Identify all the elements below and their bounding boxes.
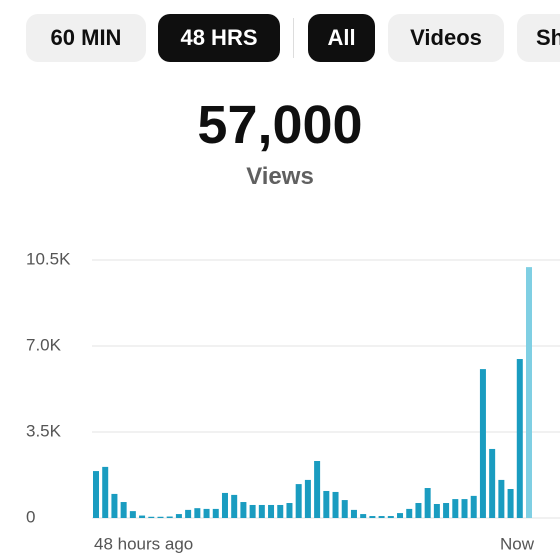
bar <box>258 504 265 518</box>
filter-tab[interactable]: 60 MIN <box>26 14 146 62</box>
bar <box>249 504 256 518</box>
bar <box>369 516 376 518</box>
bar <box>387 516 394 518</box>
bar <box>479 369 486 518</box>
bar <box>286 503 293 518</box>
bar <box>470 495 477 518</box>
bar <box>203 508 210 518</box>
bar <box>304 479 311 518</box>
bar <box>139 515 146 518</box>
bar <box>185 509 192 518</box>
divider <box>293 18 294 58</box>
bar <box>295 484 302 518</box>
y-tick-label: 7.0K <box>26 335 62 354</box>
bar <box>111 493 118 518</box>
bar <box>268 504 275 518</box>
bar <box>406 508 413 518</box>
y-tick-label: 10.5K <box>26 249 71 268</box>
bar <box>443 503 450 518</box>
bar <box>314 460 321 518</box>
bar <box>221 492 228 518</box>
bar <box>157 516 164 518</box>
bar <box>148 516 155 518</box>
bar <box>489 448 496 518</box>
bar <box>341 500 348 518</box>
bar <box>424 488 431 518</box>
filter-tab[interactable]: All <box>308 14 375 62</box>
bar <box>175 514 182 518</box>
y-tick-label: 0 <box>26 507 35 526</box>
filter-tab[interactable]: Sh <box>517 14 560 62</box>
x-tick-label: 48 hours ago <box>94 534 193 553</box>
bar <box>120 502 127 518</box>
bar <box>166 516 173 518</box>
views-count: 57,000 <box>197 95 363 155</box>
bar <box>231 494 238 518</box>
bar <box>194 508 201 518</box>
bar <box>240 502 247 518</box>
bar <box>212 508 219 518</box>
filter-tab[interactable]: Videos <box>388 14 504 62</box>
bar <box>93 471 99 518</box>
bar <box>378 516 385 518</box>
bar <box>498 479 505 518</box>
y-tick-label: 3.5K <box>26 421 62 440</box>
bar <box>332 491 339 518</box>
x-tick-label: Now <box>500 534 535 553</box>
bar <box>526 267 532 518</box>
bar <box>277 504 284 518</box>
bar <box>102 466 109 518</box>
bar <box>360 514 367 518</box>
bar <box>461 499 468 518</box>
bar <box>397 513 404 518</box>
views-label: Views <box>246 163 314 190</box>
bar <box>415 503 422 518</box>
bar <box>129 511 136 518</box>
bar <box>452 499 459 518</box>
bar <box>516 359 523 518</box>
bar <box>433 503 440 518</box>
bar <box>350 509 357 518</box>
bar <box>507 489 514 518</box>
bar <box>323 490 330 518</box>
filter-tab[interactable]: 48 HRS <box>158 14 280 62</box>
